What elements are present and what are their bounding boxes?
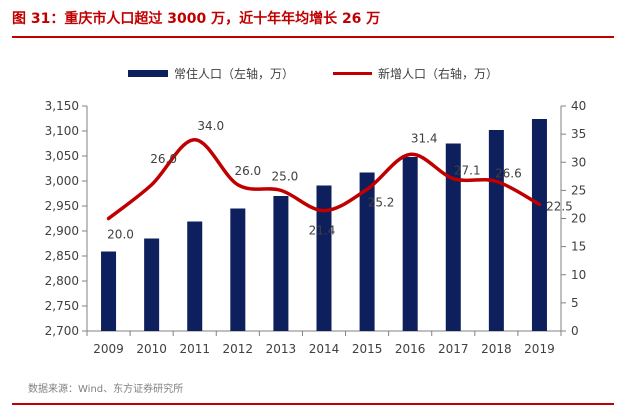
x-tick-label: 2009	[93, 342, 124, 356]
legend: 常住人口（左轴，万） 新增人口（右轴，万）	[128, 66, 498, 81]
x-tick-label: 2016	[395, 342, 426, 356]
footer-divider	[12, 403, 614, 405]
increase-data-label: 34.0	[197, 119, 224, 133]
y-right-tick-label: 30	[571, 155, 586, 169]
chart-title: 图 31：重庆市人口超过 3000 万，近十年年均增长 26 万	[12, 11, 381, 27]
y-right-tick-label: 0	[571, 324, 579, 338]
y-left-tick-label: 3,100	[45, 124, 79, 138]
y-right-tick-label: 35	[571, 127, 586, 141]
data-labels: 20.0 26.0 34.0 26.0 25.0 21.4 25.2 31.4 27.1 26.6…	[107, 119, 573, 242]
population-bar	[359, 172, 375, 331]
y-left-tick-label: 2,850	[45, 249, 79, 263]
increase-line	[106, 138, 542, 221]
population-bar	[531, 119, 547, 331]
y-right-tick-label: 25	[571, 183, 586, 197]
increase-data-label: 31.4	[411, 131, 438, 145]
population-bar	[488, 130, 504, 331]
population-bar	[187, 221, 203, 331]
x-tick-label: 2012	[223, 342, 254, 356]
population-bar	[101, 251, 117, 331]
y-right-tick-label: 15	[571, 240, 586, 254]
y-right-tick-label: 40	[571, 99, 586, 113]
increase-data-label: 20.0	[107, 228, 134, 242]
legend-label-population: 常住人口（左轴，万）	[174, 66, 294, 81]
y-left-tick-label: 2,800	[45, 274, 79, 288]
increase-data-label: 25.2	[368, 195, 395, 209]
y-right-tick-label: 5	[571, 296, 579, 310]
y-left-tick-label: 2,950	[45, 199, 79, 213]
increase-data-label: 27.1	[454, 164, 481, 178]
y-right-tick-label: 20	[571, 212, 586, 226]
title-divider	[12, 36, 614, 38]
x-tick-label: 2015	[352, 342, 383, 356]
legend-swatch-population	[128, 70, 168, 77]
x-tick-label: 2013	[266, 342, 297, 356]
population-bar	[402, 157, 418, 331]
population-bar	[230, 208, 246, 331]
source-note: 数据来源：Wind、东方证券研究所	[28, 384, 184, 395]
legend-label-increase: 新增人口（右轴，万）	[378, 66, 498, 81]
increase-data-label: 25.0	[272, 169, 299, 183]
x-tick-label: 2019	[524, 342, 555, 356]
y-right-tick-label: 10	[571, 268, 586, 282]
population-bar	[273, 196, 289, 331]
increase-data-label: 26.6	[495, 166, 522, 180]
y-left-tick-label: 2,700	[45, 324, 79, 338]
y-left-tick-label: 3,150	[45, 99, 79, 113]
y-left-tick-label: 3,050	[45, 149, 79, 163]
increase-data-label: 26.0	[150, 152, 177, 166]
x-tick-label: 2017	[438, 342, 469, 356]
population-bar	[316, 185, 332, 331]
population-bar	[445, 143, 461, 331]
axes: 2,700 2,750 2,800 2,850 2,900 2,950 3,000 3,050…	[45, 99, 587, 356]
y-left-tick-label: 3,000	[45, 174, 79, 188]
x-tick-label: 2010	[136, 342, 167, 356]
increase-data-label: 26.0	[234, 164, 261, 178]
population-bar	[144, 238, 160, 331]
increase-data-label: 21.4	[309, 224, 336, 238]
y-left-tick-label: 2,750	[45, 299, 79, 313]
x-tick-label: 2014	[309, 342, 340, 356]
bar-series	[101, 119, 547, 331]
y-left-tick-label: 2,900	[45, 224, 79, 238]
x-tick-label: 2011	[179, 342, 210, 356]
line-series	[106, 138, 542, 221]
increase-data-label: 22.5	[546, 199, 573, 213]
x-tick-label: 2018	[481, 342, 512, 356]
